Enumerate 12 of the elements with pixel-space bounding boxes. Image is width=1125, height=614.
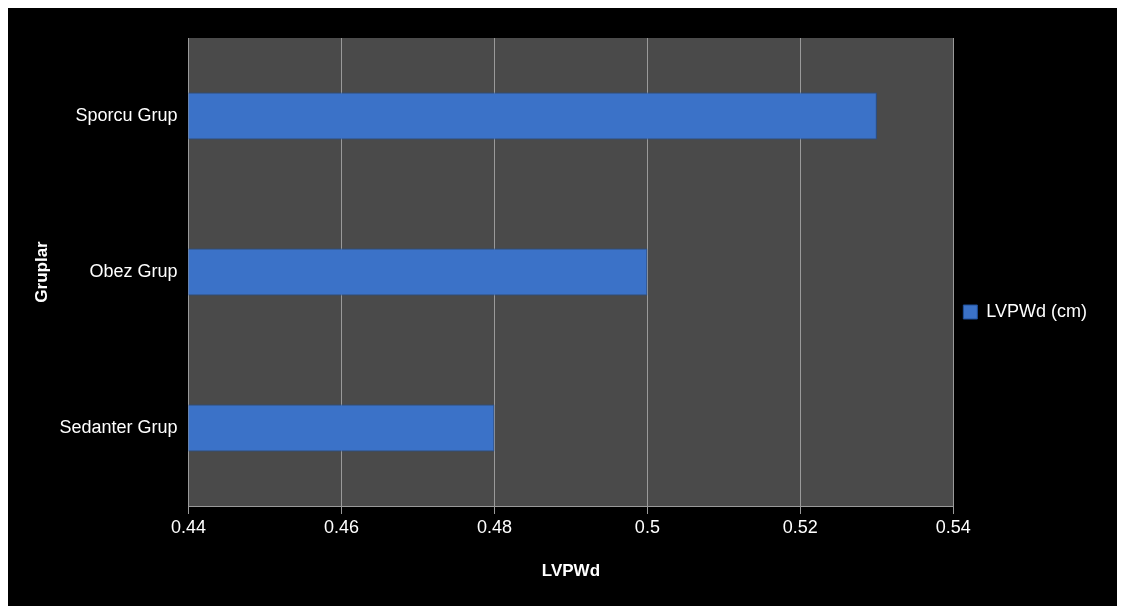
legend-label: LVPWd (cm) bbox=[986, 300, 1087, 321]
y-tick-label: Sporcu Grup bbox=[75, 104, 178, 125]
y-tick-label: Obez Grup bbox=[89, 260, 178, 281]
x-tick-label: 0.46 bbox=[323, 516, 359, 537]
y-tick-label: Sedanter Grup bbox=[59, 416, 178, 437]
x-tick-label: 0.54 bbox=[935, 516, 971, 537]
y-axis-title: Gruplar bbox=[31, 240, 51, 303]
x-axis-title: LVPWd bbox=[541, 561, 601, 581]
x-tick-label: 0.52 bbox=[782, 516, 818, 537]
x-tick-label: 0.44 bbox=[170, 516, 206, 537]
x-tick-label: 0.5 bbox=[634, 516, 660, 537]
x-tick-label: 0.48 bbox=[476, 516, 512, 537]
